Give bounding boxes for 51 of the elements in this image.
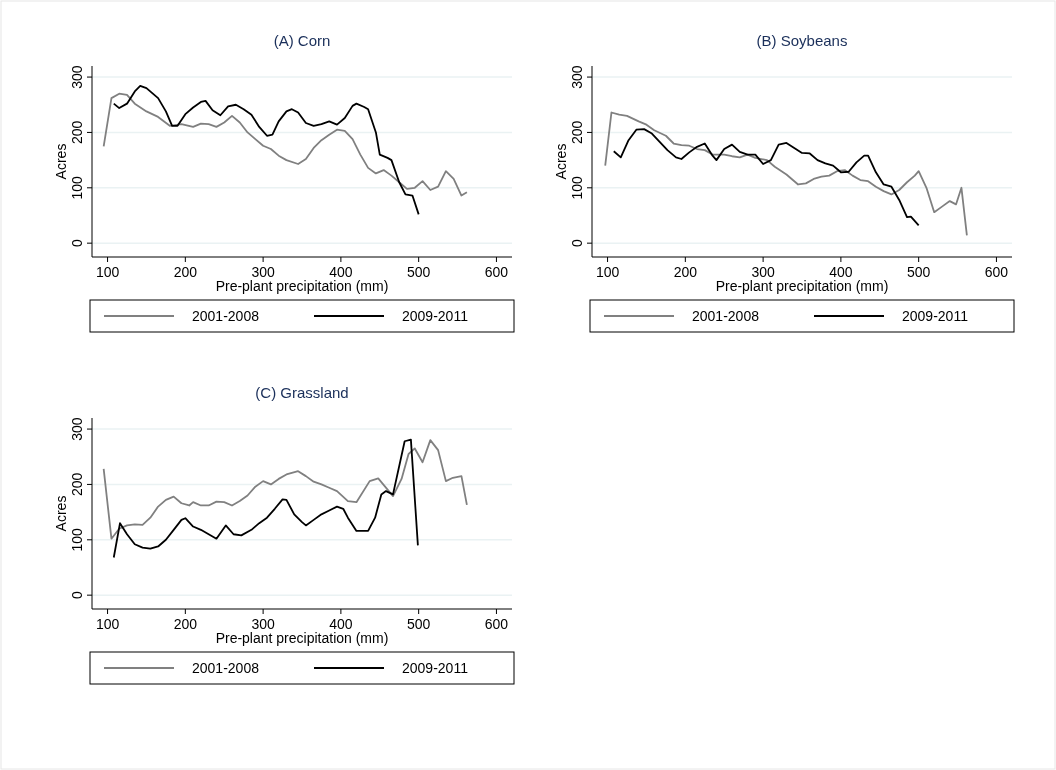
legend-label: 2001-2008 — [192, 660, 260, 676]
x-tick-label: 400 — [829, 264, 853, 280]
x-tick-label: 500 — [906, 264, 931, 280]
x-tick-label: 300 — [251, 616, 275, 632]
legend-label: 2001-2008 — [692, 308, 760, 324]
x-axis-title: Pre-plant precipitation (mm) — [715, 278, 889, 294]
chart-title: (B) Soybeans — [756, 32, 848, 49]
line-series — [612, 128, 920, 227]
x-axis-title: Pre-plant precipitation (mm) — [215, 630, 389, 646]
x-tick-label: 600 — [484, 264, 509, 280]
x-tick-label: 600 — [984, 264, 1009, 280]
legend-label: 2009-2011 — [902, 308, 969, 324]
x-tick-label: 500 — [406, 264, 431, 280]
x-tick-label: 100 — [95, 616, 120, 632]
y-axis-title: Acres — [553, 143, 569, 180]
x-tick-label: 100 — [595, 264, 620, 280]
chart-title: (C) Grassland — [255, 384, 349, 401]
y-tick-label: 100 — [569, 175, 585, 200]
y-tick-label: 200 — [69, 472, 85, 497]
chart-title: (A) Corn — [273, 32, 331, 49]
line-series — [604, 111, 968, 237]
y-tick-label: 200 — [69, 120, 85, 145]
y-tick-label: 300 — [69, 65, 85, 89]
y-tick-label: 200 — [569, 120, 585, 145]
x-tick-label: 300 — [251, 264, 275, 280]
x-tick-label: 400 — [329, 264, 353, 280]
x-tick-label: 200 — [173, 616, 198, 632]
legend-label: 2001-2008 — [192, 308, 260, 324]
y-axis-title: Acres — [53, 495, 69, 532]
y-tick-label: 300 — [69, 417, 85, 441]
y-tick-label: 0 — [569, 239, 585, 248]
x-tick-label: 200 — [673, 264, 698, 280]
y-tick-label: 0 — [69, 239, 85, 248]
y-tick-label: 0 — [69, 591, 85, 600]
y-tick-label: 100 — [69, 175, 85, 200]
legend-label: 2009-2011 — [402, 660, 469, 676]
line-series — [112, 85, 420, 216]
x-tick-label: 100 — [95, 264, 120, 280]
line-series — [112, 438, 419, 559]
x-tick-label: 200 — [173, 264, 198, 280]
x-tick-label: 300 — [751, 264, 775, 280]
line-series — [102, 439, 468, 540]
y-axis-title: Acres — [53, 143, 69, 180]
x-tick-label: 500 — [406, 616, 431, 632]
y-tick-label: 300 — [569, 65, 585, 89]
y-tick-label: 100 — [69, 527, 85, 552]
x-tick-label: 600 — [484, 616, 509, 632]
legend-label: 2009-2011 — [402, 308, 469, 324]
x-axis-title: Pre-plant precipitation (mm) — [215, 278, 389, 294]
x-tick-label: 400 — [329, 616, 353, 632]
line-series — [102, 92, 468, 197]
